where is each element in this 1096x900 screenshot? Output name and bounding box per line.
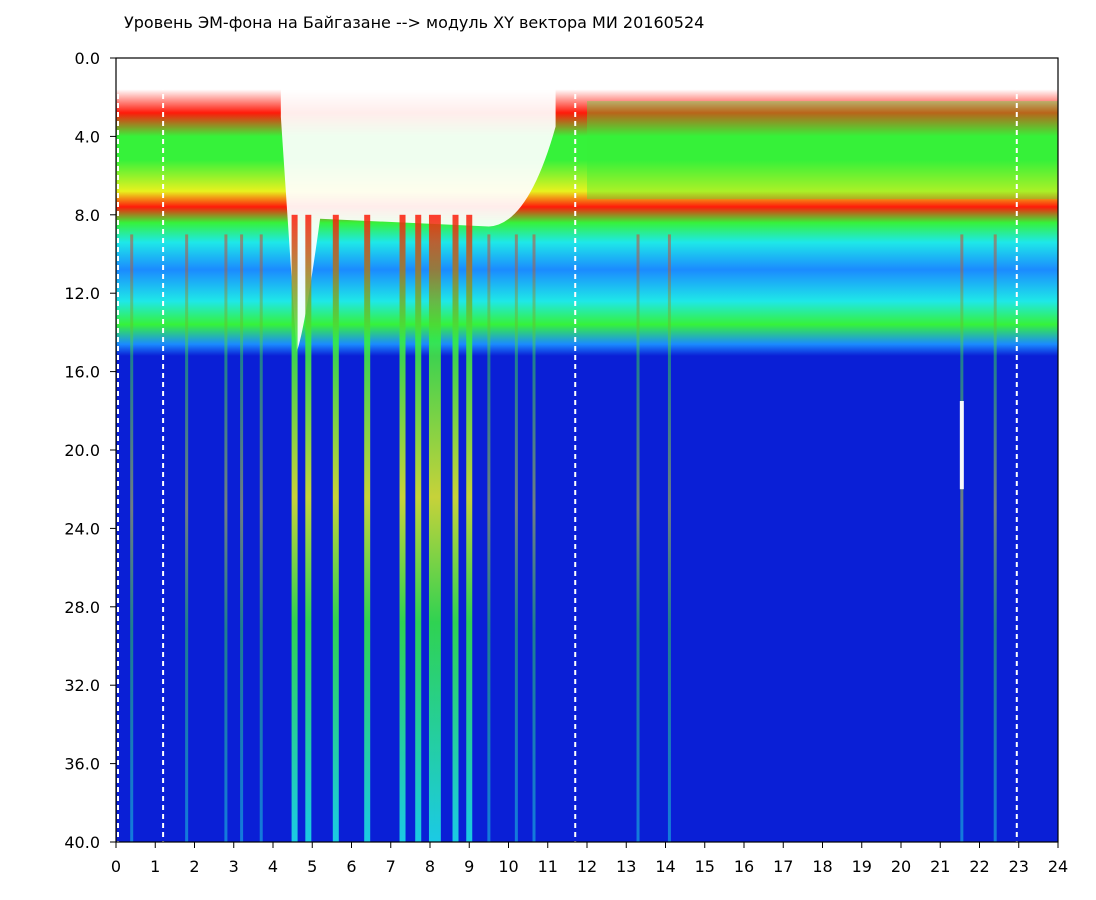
x-tick-label: 8	[425, 857, 435, 876]
x-tick-label: 3	[229, 857, 239, 876]
x-tick-label: 12	[577, 857, 597, 876]
x-tick-label: 5	[307, 857, 317, 876]
y-tick-label: 28.0	[64, 598, 100, 617]
upper-band-day	[587, 101, 1058, 200]
y-tick-label: 36.0	[64, 755, 100, 774]
x-tick-label: 4	[268, 857, 278, 876]
interference-stripe	[452, 214, 459, 842]
interference-stripe	[240, 234, 244, 842]
interference-stripe	[960, 234, 964, 842]
y-axis: 0.0 4.0 8.0 12.0 16.0 20.0 24.0 28.0 32.0 36.0 40.…	[64, 49, 116, 852]
y-tick-label: 0.0	[75, 49, 100, 68]
x-tick-label: 14	[655, 857, 675, 876]
x-tick-label: 23	[1009, 857, 1029, 876]
interference-stripe	[487, 234, 491, 842]
interference-stripe	[185, 234, 189, 842]
x-axis: 0 1 2 3 4 5 6 7 8 9 10 11 12 13 14 15 16 17 18 19 20 21 22 23 24	[111, 842, 1068, 876]
interference-stripe	[532, 234, 536, 842]
interference-stripe	[364, 214, 371, 842]
x-tick-label: 22	[969, 857, 989, 876]
interference-stripe	[434, 214, 441, 842]
y-tick-label: 40.0	[64, 833, 100, 852]
y-tick-label: 32.0	[64, 676, 100, 695]
x-tick-label: 13	[616, 857, 636, 876]
x-tick-label: 19	[852, 857, 872, 876]
y-tick-label: 20.0	[64, 441, 100, 460]
interference-stripes	[130, 214, 997, 842]
x-tick-label: 21	[930, 857, 950, 876]
interference-stripe	[130, 234, 134, 842]
x-tick-label: 15	[695, 857, 715, 876]
interference-stripe	[291, 214, 298, 842]
interference-stripe	[667, 234, 671, 842]
interference-stripe	[332, 214, 339, 842]
y-tick-label: 24.0	[64, 519, 100, 538]
y-tick-label: 12.0	[64, 284, 100, 303]
interference-stripe	[993, 234, 997, 842]
interference-stripe	[305, 214, 312, 842]
x-tick-label: 10	[498, 857, 518, 876]
chart-title: Уровень ЭМ-фона на Байгазане --> модуль …	[124, 13, 704, 32]
interference-stripe	[466, 214, 473, 842]
interference-stripe	[259, 234, 263, 842]
interference-stripe	[428, 214, 435, 842]
y-tick-label: 16.0	[64, 363, 100, 382]
time-markers	[117, 58, 1018, 842]
interference-stripe	[399, 214, 406, 842]
x-tick-label: 0	[111, 857, 121, 876]
x-tick-label: 7	[386, 857, 396, 876]
x-tick-label: 24	[1048, 857, 1068, 876]
y-tick-label: 8.0	[75, 206, 100, 225]
interference-stripe	[224, 234, 228, 842]
heatmap-bands	[280, 58, 1058, 352]
interference-stripe	[415, 214, 422, 842]
x-tick-label: 6	[346, 857, 356, 876]
x-tick-label: 16	[734, 857, 754, 876]
x-tick-label: 1	[150, 857, 160, 876]
x-tick-label: 9	[464, 857, 474, 876]
spike-mark	[959, 401, 964, 490]
interference-stripe	[636, 234, 640, 842]
x-tick-label: 17	[773, 857, 793, 876]
y-tick-label: 4.0	[75, 127, 100, 146]
plot-area	[116, 58, 1058, 842]
gap-region	[280, 58, 556, 352]
x-tick-label: 11	[538, 857, 558, 876]
x-tick-label: 2	[189, 857, 199, 876]
interference-stripe	[514, 234, 518, 842]
x-tick-label: 18	[812, 857, 832, 876]
heatmap-field	[116, 58, 1058, 842]
x-tick-label: 20	[891, 857, 911, 876]
